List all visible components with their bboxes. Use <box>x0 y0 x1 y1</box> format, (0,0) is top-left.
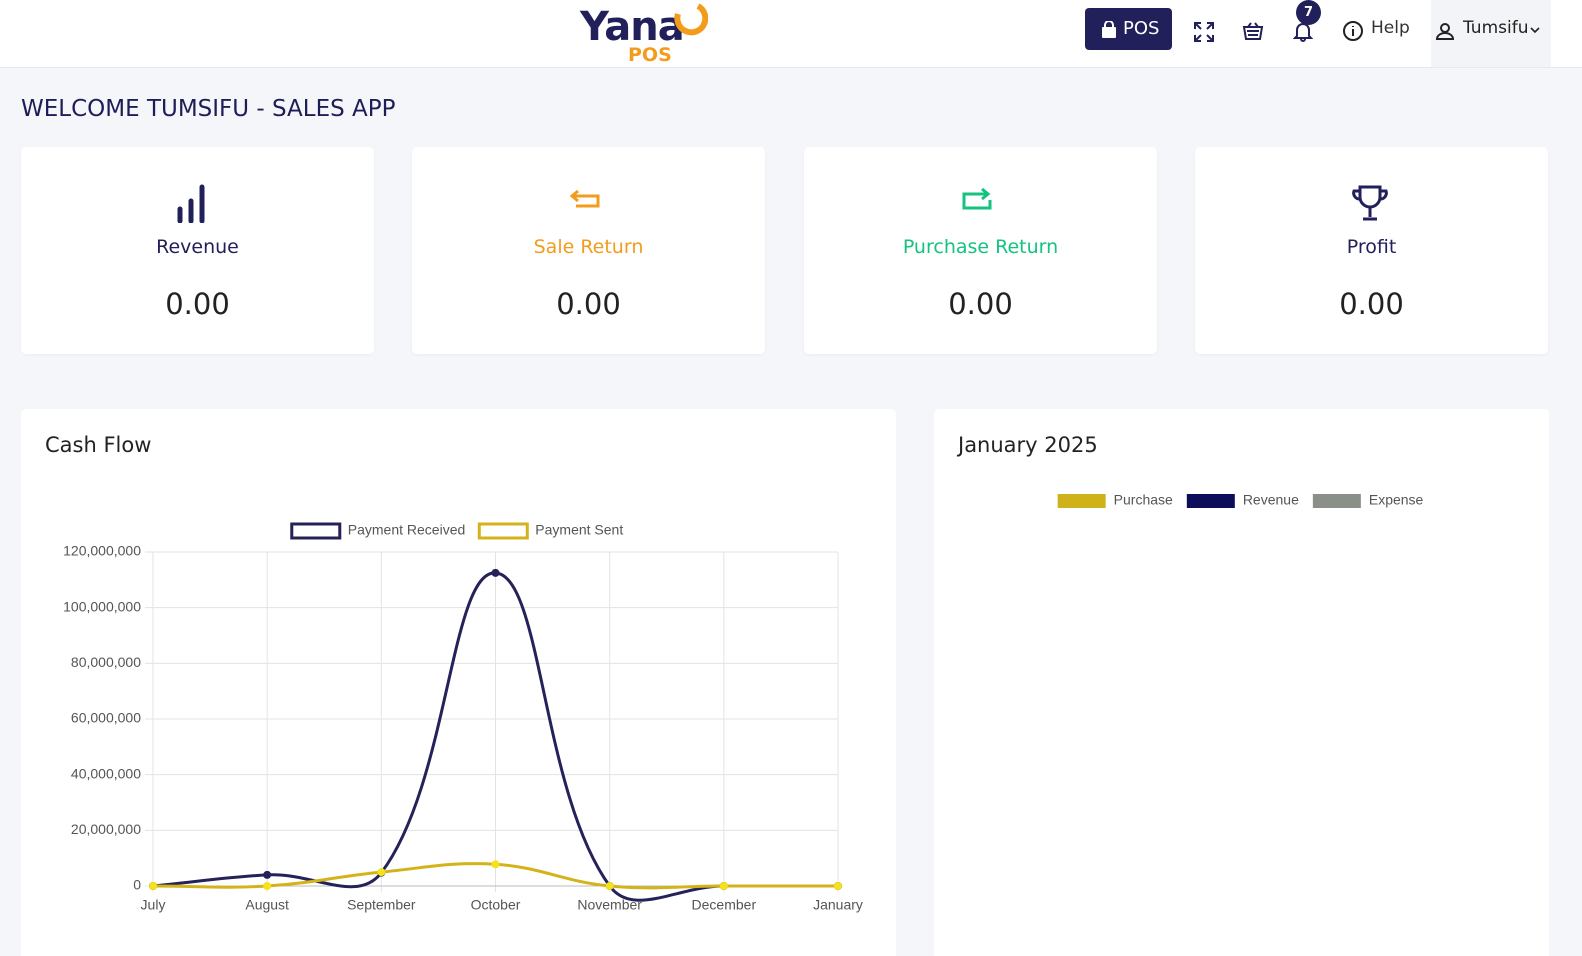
fullscreen-icon[interactable] <box>1193 21 1215 43</box>
chart: Purchase Revenue Expense <box>1057 492 1424 508</box>
user-menu[interactable]: Tumsifu <box>1431 0 1551 67</box>
data-point <box>377 868 386 877</box>
revenue-icon <box>177 184 205 223</box>
card-value: 0.00 <box>556 287 621 321</box>
welcome-heading: WELCOME TUMSIFU - SALES APP <box>21 96 396 122</box>
y-tick-label: 20,000,000 <box>71 821 141 837</box>
legend-swatch <box>1312 494 1361 508</box>
chart-title: Cash Flow <box>45 433 152 457</box>
stat-card: Purchase Return 0.00 <box>804 147 1157 354</box>
card-value: 0.00 <box>1339 287 1404 321</box>
logo-subtitle: POS <box>628 44 672 66</box>
x-tick-label: July <box>141 897 166 913</box>
x-tick-label: January <box>813 897 863 913</box>
card-label: Revenue <box>156 236 239 258</box>
stat-card: Revenue 0.00 <box>21 147 374 354</box>
basket-icon[interactable] <box>1242 21 1264 41</box>
y-tick-label: 80,000,000 <box>71 654 141 670</box>
data-point <box>491 860 500 869</box>
chart-title: January 2025 <box>958 433 1098 457</box>
chart: 0 20,000,000 40,000,000 60,000,000 80,000,00… <box>63 522 863 913</box>
x-tick-label: November <box>577 897 642 913</box>
data-point <box>719 882 728 890</box>
legend-swatch <box>290 522 342 540</box>
legend-swatch <box>477 522 529 540</box>
stat-card: Profit 0.00 <box>1195 147 1548 354</box>
sale-return-icon <box>569 189 600 208</box>
pos-button[interactable]: POS <box>1085 8 1172 50</box>
x-tick-label: August <box>245 897 289 913</box>
data-point <box>263 882 272 890</box>
chart-panel: Purchase Revenue Expense January 2025 <box>934 409 1549 956</box>
x-tick-label: October <box>471 897 521 913</box>
card-label: Profit <box>1346 236 1397 258</box>
chevron <box>1530 27 1540 34</box>
y-tick-label: 120,000,000 <box>63 543 141 559</box>
y-tick-label: 60,000,000 <box>71 710 141 726</box>
stat-card: Sale Return 0.00 <box>412 147 765 354</box>
data-point <box>491 568 500 577</box>
user-name: Tumsifu <box>1463 18 1529 38</box>
legend-label: Payment Received <box>348 522 466 538</box>
x-tick-label: September <box>347 897 416 913</box>
card-value: 0.00 <box>948 287 1013 321</box>
legend-label: Expense <box>1369 492 1424 508</box>
legend-swatch <box>1057 494 1106 508</box>
legend-swatch <box>1186 494 1235 508</box>
y-tick-label: 40,000,000 <box>71 765 141 781</box>
logo[interactable]: Yana <box>580 4 685 50</box>
bag-icon <box>1102 21 1116 38</box>
card-label: Purchase Return <box>902 236 1059 258</box>
purchase-return-icon <box>962 187 992 210</box>
card-label: Sale Return <box>533 236 644 258</box>
top-bar: Yana POS POS 7 Help Tumsifu <box>0 0 1582 68</box>
chart-panel: 0 20,000,000 40,000,000 60,000,000 80,000,00… <box>21 409 896 956</box>
data-point <box>263 870 272 879</box>
data-point <box>149 882 157 890</box>
notification-badge: 7 <box>1296 0 1321 25</box>
logo-mark <box>674 3 708 36</box>
profit-icon <box>1352 185 1388 221</box>
card-value: 0.00 <box>165 287 230 321</box>
pos-label: POS <box>1123 18 1160 39</box>
help-icon <box>1343 21 1363 41</box>
legend-label: Purchase <box>1114 492 1173 508</box>
data-point <box>605 882 614 890</box>
legend-label: Payment Sent <box>535 522 623 538</box>
y-tick-label: 0 <box>133 877 141 893</box>
y-tick-label: 100,000,000 <box>63 598 141 614</box>
help-link[interactable]: Help <box>1371 18 1410 38</box>
data-point <box>834 882 842 890</box>
user-icon <box>1435 23 1455 40</box>
legend-label: Revenue <box>1243 492 1299 508</box>
x-tick-label: December <box>692 897 757 913</box>
